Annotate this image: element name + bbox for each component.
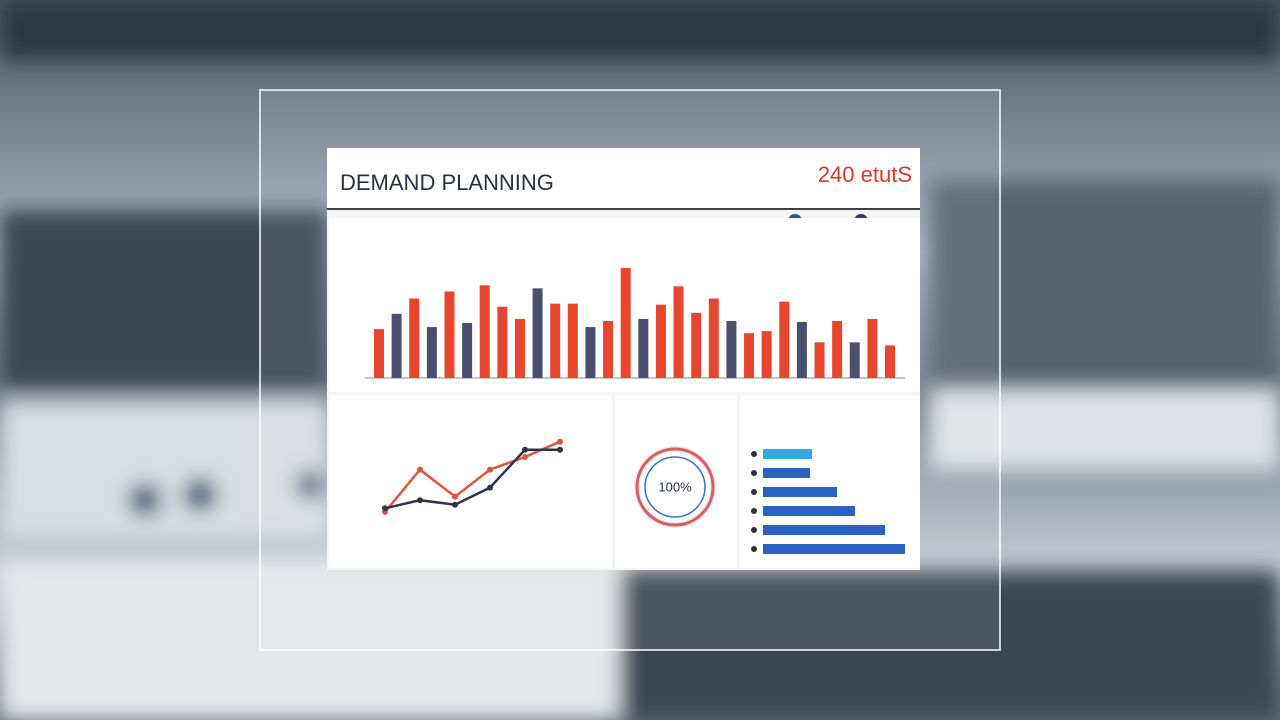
bar	[374, 329, 384, 378]
line-point	[522, 454, 528, 460]
line-panel	[329, 395, 612, 568]
bar	[444, 291, 455, 378]
line-point	[382, 505, 388, 512]
bar	[885, 345, 895, 378]
bar	[673, 286, 684, 378]
line-point	[557, 446, 563, 453]
line-series	[384, 448, 560, 510]
bar	[849, 342, 860, 378]
bar	[814, 342, 825, 378]
bar	[867, 318, 878, 378]
bar	[391, 313, 402, 378]
bar	[567, 303, 578, 378]
line-point	[487, 484, 493, 491]
hbar	[763, 544, 905, 554]
hbar	[763, 468, 810, 478]
donut-inner	[644, 456, 706, 518]
hbar	[763, 487, 837, 497]
bar	[550, 303, 561, 378]
donut-arc	[635, 447, 715, 527]
bar	[426, 327, 437, 378]
hbar	[763, 525, 885, 535]
bar	[462, 323, 473, 378]
dashboard-title: DEMAND PLANNING	[340, 170, 554, 195]
bar	[655, 304, 666, 378]
bar	[585, 327, 596, 378]
hbar-panel	[740, 395, 920, 568]
hbar-bullet	[751, 527, 757, 533]
bar	[409, 298, 420, 378]
bar	[638, 318, 649, 378]
bar	[708, 298, 719, 378]
bar	[832, 320, 843, 378]
bar	[744, 333, 755, 378]
hbar	[763, 449, 812, 459]
bar	[779, 301, 790, 378]
bar	[514, 318, 525, 378]
bar	[532, 288, 543, 378]
bar	[479, 285, 490, 378]
bar	[761, 331, 772, 378]
bar	[603, 320, 614, 378]
line-point	[557, 438, 563, 445]
hbar-bullet	[751, 489, 757, 495]
bar	[497, 306, 508, 378]
hbar	[763, 506, 855, 516]
hbar-bullet	[751, 470, 757, 476]
bar	[620, 268, 631, 378]
hbar-bullet	[751, 508, 757, 514]
line-point	[417, 497, 423, 504]
line-point	[452, 493, 458, 500]
line-series	[384, 440, 561, 513]
line-point	[522, 446, 528, 453]
hbar-bullet	[751, 546, 757, 552]
donut-label: 100%	[658, 479, 692, 494]
bar	[691, 312, 702, 378]
header	[327, 148, 920, 208]
line-point	[487, 466, 493, 473]
line-point	[452, 501, 458, 508]
hbar-bullet	[751, 451, 757, 457]
line-point	[417, 466, 423, 473]
bar	[726, 320, 737, 378]
header-kpi: 240 etutS	[818, 162, 912, 187]
bar	[796, 321, 807, 378]
